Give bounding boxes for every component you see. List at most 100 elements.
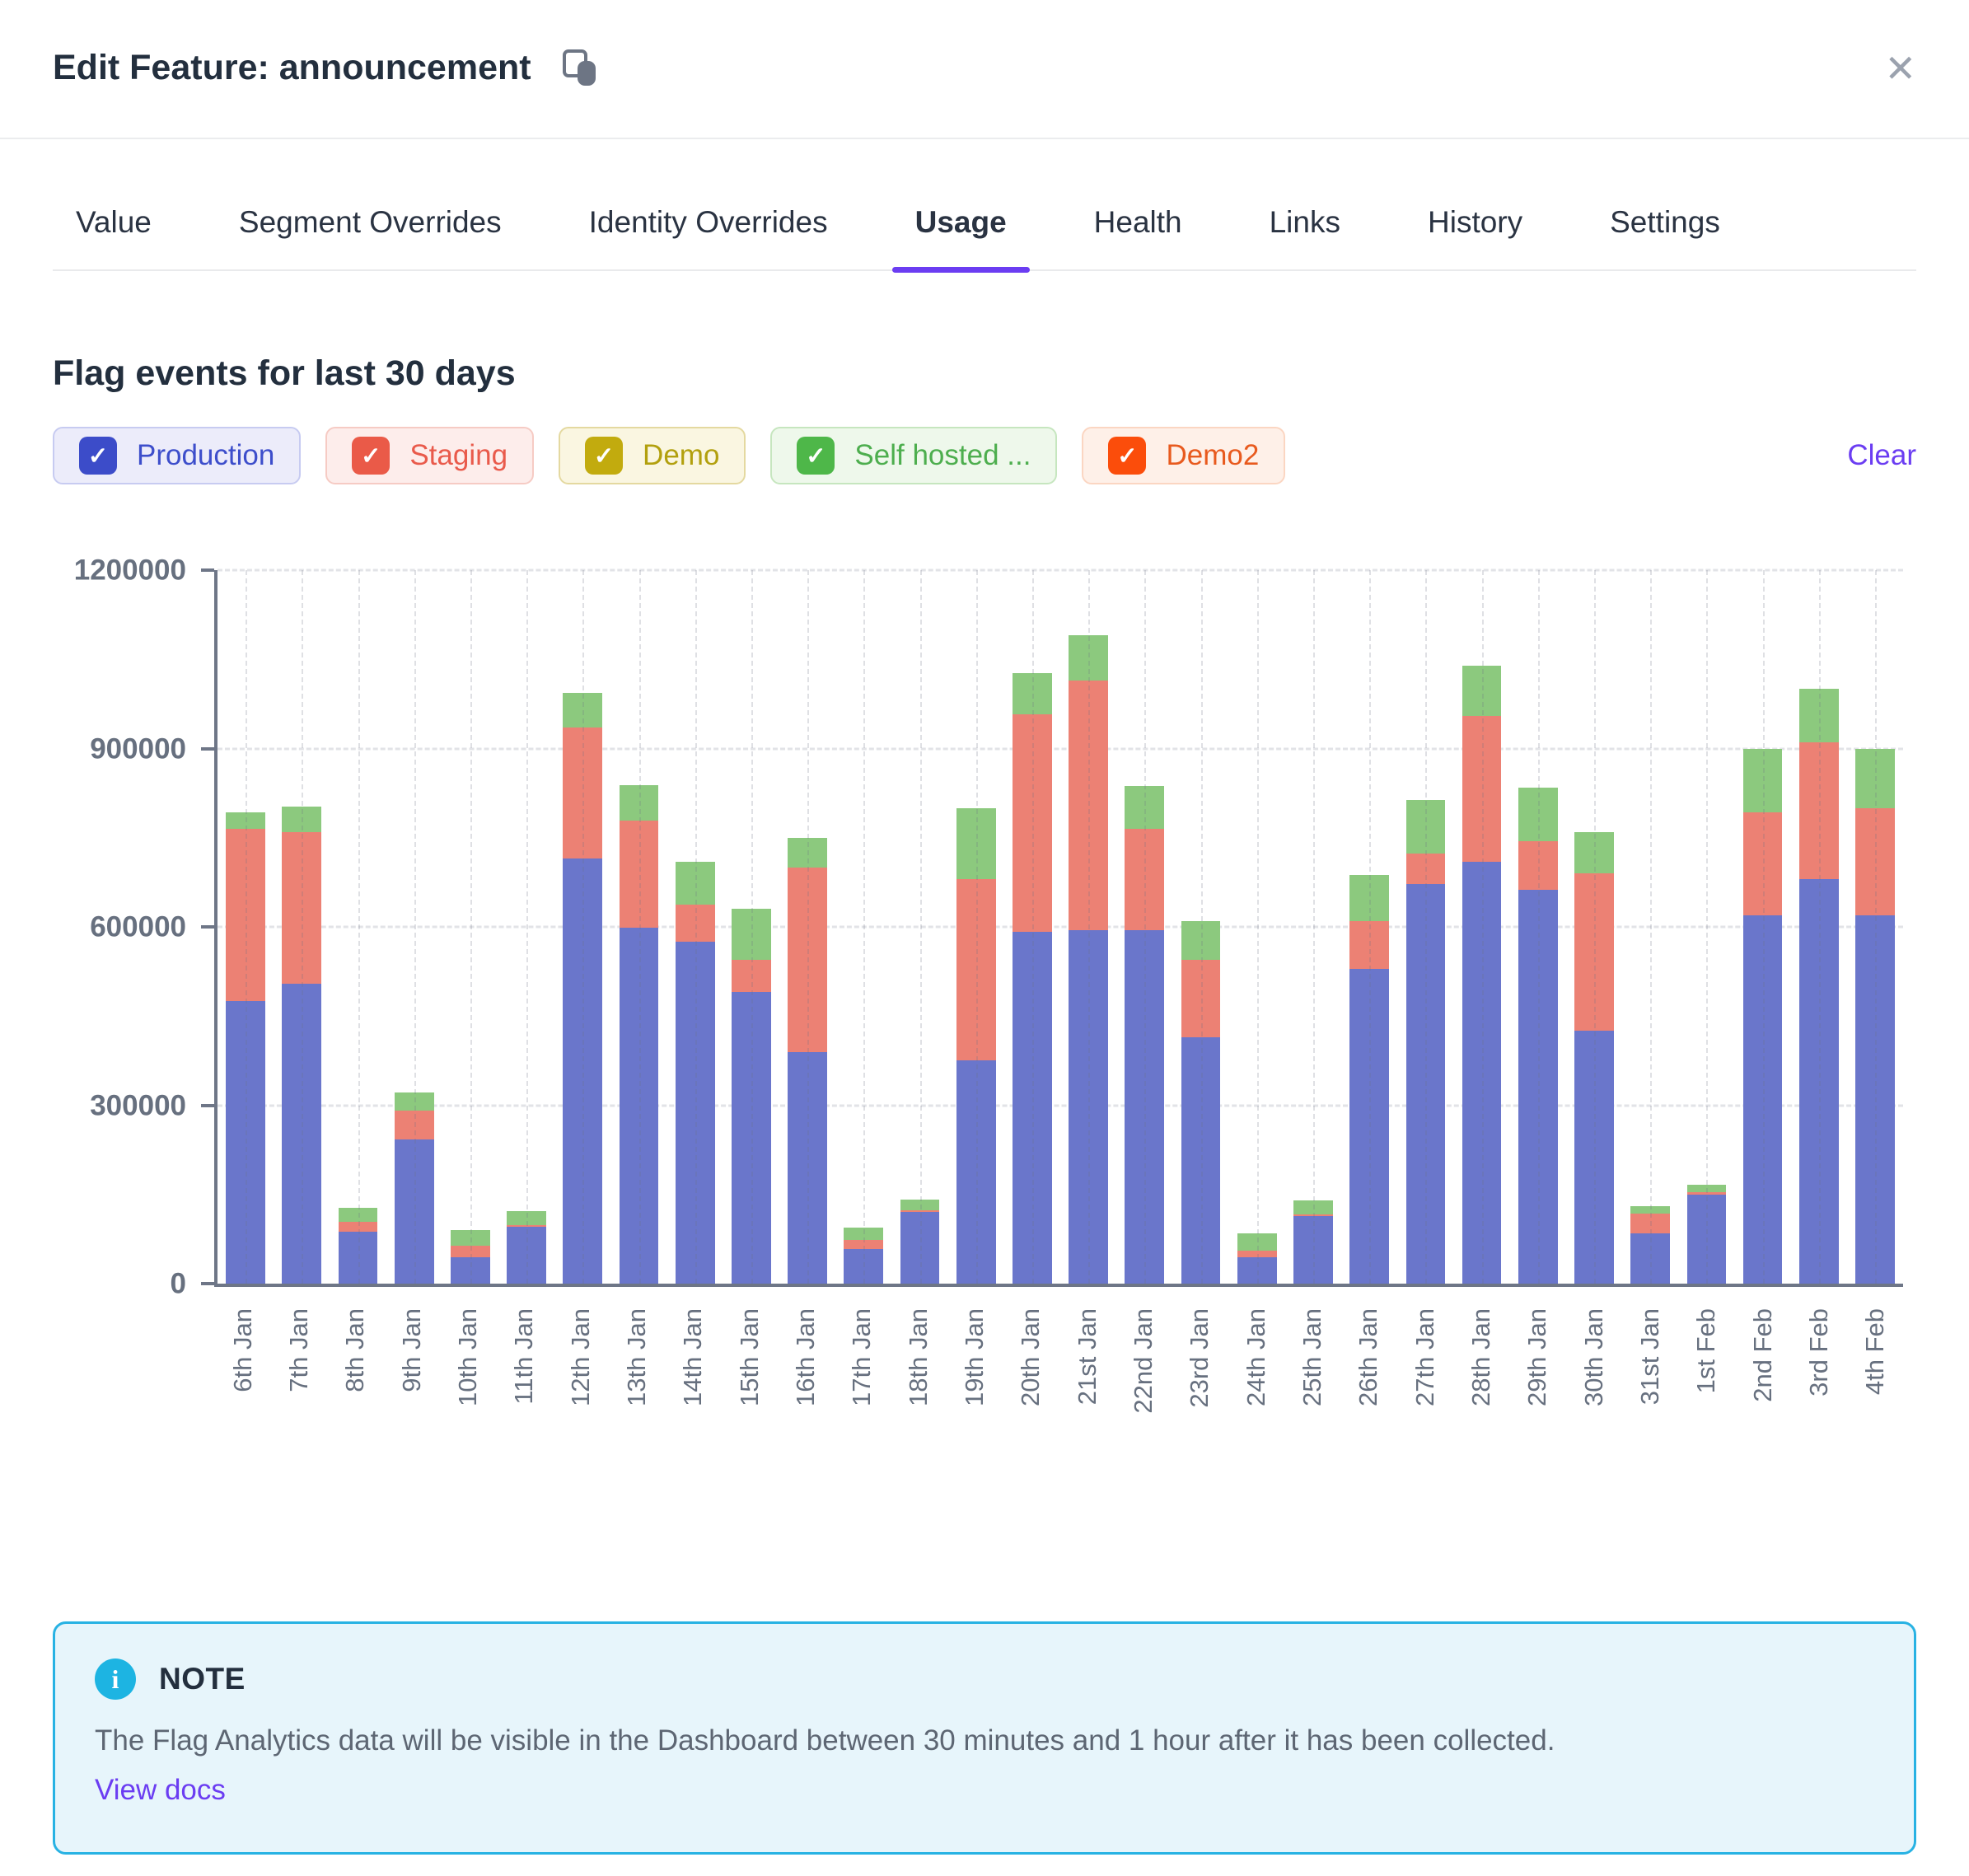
bar-8th-jan xyxy=(338,570,378,1284)
tab-history[interactable]: History xyxy=(1428,205,1523,239)
bar-segment-production xyxy=(563,858,603,1284)
copy-icon[interactable] xyxy=(561,49,599,87)
note-text: The Flag Analytics data will be visible … xyxy=(95,1724,1555,1757)
x-axis-tick-label: 23rd Jan xyxy=(1185,1308,1214,1408)
tab-links[interactable]: Links xyxy=(1269,205,1340,239)
bar-slot xyxy=(1678,570,1734,1284)
tab-health[interactable]: Health xyxy=(1093,205,1182,239)
bar-slot xyxy=(1397,570,1453,1284)
x-axis-tick-label: 2nd Feb xyxy=(1747,1308,1777,1402)
bar-segment-staging xyxy=(1125,828,1165,930)
x-axis-tick-label: 17th Jan xyxy=(847,1308,877,1406)
bar-segment-self-hosted xyxy=(1405,799,1446,854)
bar-slot xyxy=(1341,570,1397,1284)
y-axis-tick-label: 0 xyxy=(170,1267,186,1300)
bar-25th-jan xyxy=(1293,570,1333,1284)
clear-filters-link[interactable]: Clear xyxy=(1847,439,1916,471)
bar-segment-production xyxy=(1798,879,1839,1284)
h-gridline xyxy=(217,1104,1903,1106)
bar-10th-jan xyxy=(451,570,490,1284)
bar-segment-self-hosted xyxy=(900,1199,940,1210)
bar-31st-jan xyxy=(1630,570,1671,1284)
bar-segment-self-hosted xyxy=(1349,874,1390,921)
note-body: The Flag Analytics data will be visible … xyxy=(95,1716,1578,1814)
bar-segment-production xyxy=(1574,1031,1614,1284)
env-filter-demo[interactable]: ✓ Demo xyxy=(559,427,746,484)
env-filter-production[interactable]: ✓ Production xyxy=(53,427,302,484)
bar-28th-jan xyxy=(1462,570,1502,1284)
bar-12th-jan xyxy=(563,570,603,1284)
bar-segment-production xyxy=(1630,1233,1671,1284)
tab-usage[interactable]: Usage xyxy=(891,205,1030,273)
bar-slot xyxy=(1285,570,1341,1284)
tab-bar: Value Segment Overrides Identity Overrides… xyxy=(53,139,1916,273)
view-docs-link[interactable]: View docs xyxy=(95,1773,226,1806)
bar-segment-staging xyxy=(956,879,996,1061)
bar-segment-self-hosted xyxy=(1518,788,1558,842)
x-axis-tick-label: 19th Jan xyxy=(959,1308,989,1406)
header-divider xyxy=(0,138,1969,139)
env-filter-label: Demo xyxy=(643,439,720,471)
bar-segment-production xyxy=(1518,890,1558,1284)
x-axis-tick-label: 20th Jan xyxy=(1016,1308,1045,1406)
bar-segment-staging xyxy=(1349,920,1390,969)
bar-segment-staging xyxy=(788,867,827,1052)
tab-settings[interactable]: Settings xyxy=(1610,205,1720,239)
bar-segment-self-hosted xyxy=(282,807,322,832)
bar-segment-self-hosted xyxy=(226,812,265,829)
checkbox-checked-icon: ✓ xyxy=(797,437,835,475)
x-axis-tick-label: 13th Jan xyxy=(621,1308,651,1406)
note-header: i NOTE xyxy=(95,1658,1874,1700)
bar-slot xyxy=(610,570,666,1284)
bar-segment-staging xyxy=(732,959,771,993)
env-filter-demo2[interactable]: ✓ Demo2 xyxy=(1082,427,1286,484)
bar-segment-staging xyxy=(507,1224,546,1228)
h-gridline xyxy=(217,747,1903,750)
bar-segment-staging xyxy=(1405,853,1446,885)
bar-segment-self-hosted xyxy=(1686,1185,1727,1192)
bar-segment-staging xyxy=(1013,714,1052,932)
close-icon[interactable]: ✕ xyxy=(1884,46,1916,90)
x-axis-tick-label: 10th Jan xyxy=(452,1308,482,1406)
env-filter-staging[interactable]: ✓ Staging xyxy=(325,427,535,484)
env-filter-self-hosted[interactable]: ✓ Self hosted ... xyxy=(770,427,1058,484)
bar-17th-jan xyxy=(844,570,884,1284)
tab-segment-overrides[interactable]: Segment Overrides xyxy=(238,205,502,239)
env-filter-list: ✓ Production ✓ Staging ✓ Demo ✓ Self hosted ...… xyxy=(53,427,1286,484)
bar-segment-staging xyxy=(1574,873,1614,1032)
bar-2nd-feb xyxy=(1742,570,1783,1284)
bar-slot xyxy=(498,570,554,1284)
env-filter-label: Production xyxy=(137,439,275,471)
bar-15th-jan xyxy=(732,570,771,1284)
bar-segment-staging xyxy=(1237,1250,1277,1257)
checkbox-checked-icon: ✓ xyxy=(79,437,117,475)
bar-22nd-jan xyxy=(1125,570,1165,1284)
tab-value[interactable]: Value xyxy=(76,205,152,239)
bar-segment-self-hosted xyxy=(675,861,715,905)
bar-segment-staging xyxy=(1181,959,1221,1037)
bar-segment-staging xyxy=(282,831,322,984)
bar-segment-production xyxy=(1293,1216,1333,1284)
x-axis-tick-label: 30th Jan xyxy=(1578,1308,1608,1406)
bar-slot xyxy=(1791,570,1847,1284)
x-axis-tick-label: 22nd Jan xyxy=(1128,1308,1158,1414)
bar-slot xyxy=(1229,570,1285,1284)
env-filter-label: Staging xyxy=(409,439,508,471)
bar-segment-self-hosted xyxy=(563,693,603,728)
bar-slot xyxy=(274,570,330,1284)
bar-segment-staging xyxy=(619,820,659,929)
bar-segment-staging xyxy=(226,828,265,1002)
bar-29th-jan xyxy=(1518,570,1558,1284)
bar-1st-feb xyxy=(1686,570,1727,1284)
bar-27th-jan xyxy=(1405,570,1446,1284)
bar-9th-jan xyxy=(394,570,434,1284)
bar-segment-staging xyxy=(1518,841,1558,891)
bar-segment-staging xyxy=(1630,1213,1671,1233)
x-axis-tick-label: 7th Jan xyxy=(283,1308,313,1392)
bar-segment-staging xyxy=(1293,1214,1333,1217)
h-gridline xyxy=(217,925,1903,929)
bar-segment-production xyxy=(226,1001,265,1284)
x-axis-tick-label: 3rd Feb xyxy=(1803,1308,1833,1396)
tab-identity-overrides[interactable]: Identity Overrides xyxy=(588,205,828,239)
bar-segment-production xyxy=(451,1256,490,1284)
